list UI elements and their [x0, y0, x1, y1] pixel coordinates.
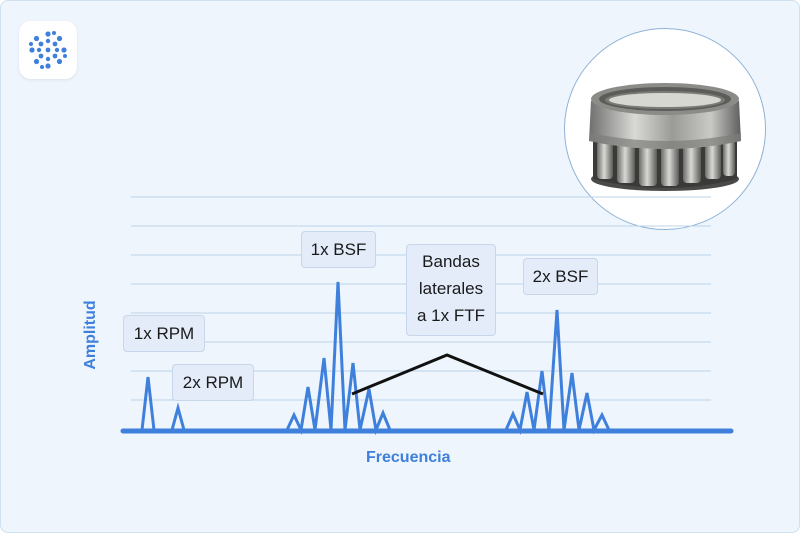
label-1x-bsf-text: 1x BSF — [310, 240, 367, 259]
label-sidebands: Bandas laterales a 1x FTF — [406, 244, 496, 336]
bearing-image — [564, 28, 766, 230]
x-axis-title: Frecuencia — [366, 449, 451, 466]
label-sidebands-line: a 1x FTF — [416, 306, 485, 325]
dotted-circle-logo-icon — [29, 31, 67, 69]
label-1x-rpm-text: 1x RPM — [133, 324, 195, 343]
peak-2x-rpm — [170, 402, 186, 431]
label-1x-bsf: 1x BSF — [301, 231, 376, 268]
bsf2-sideband-group — [504, 309, 611, 436]
sideband-bracket — [351, 353, 544, 396]
label-2x-bsf-text: 2x BSF — [532, 267, 589, 286]
peak-1x-rpm — [140, 376, 156, 431]
peaks — [140, 281, 611, 436]
label-1x-rpm: 1x RPM — [123, 315, 205, 352]
label-2x-rpm-text: 2x RPM — [182, 373, 244, 392]
y-axis-title: Amplitud — [82, 300, 99, 370]
label-2x-bsf: 2x BSF — [523, 258, 598, 295]
label-sidebands-line: Bandas — [422, 252, 480, 271]
tapered-roller-bearing-icon — [589, 83, 741, 191]
bsf1-sideband-group — [285, 281, 392, 436]
logo — [19, 21, 77, 79]
label-2x-rpm: 2x RPM — [172, 364, 254, 401]
label-sidebands-line: laterales — [418, 279, 484, 298]
